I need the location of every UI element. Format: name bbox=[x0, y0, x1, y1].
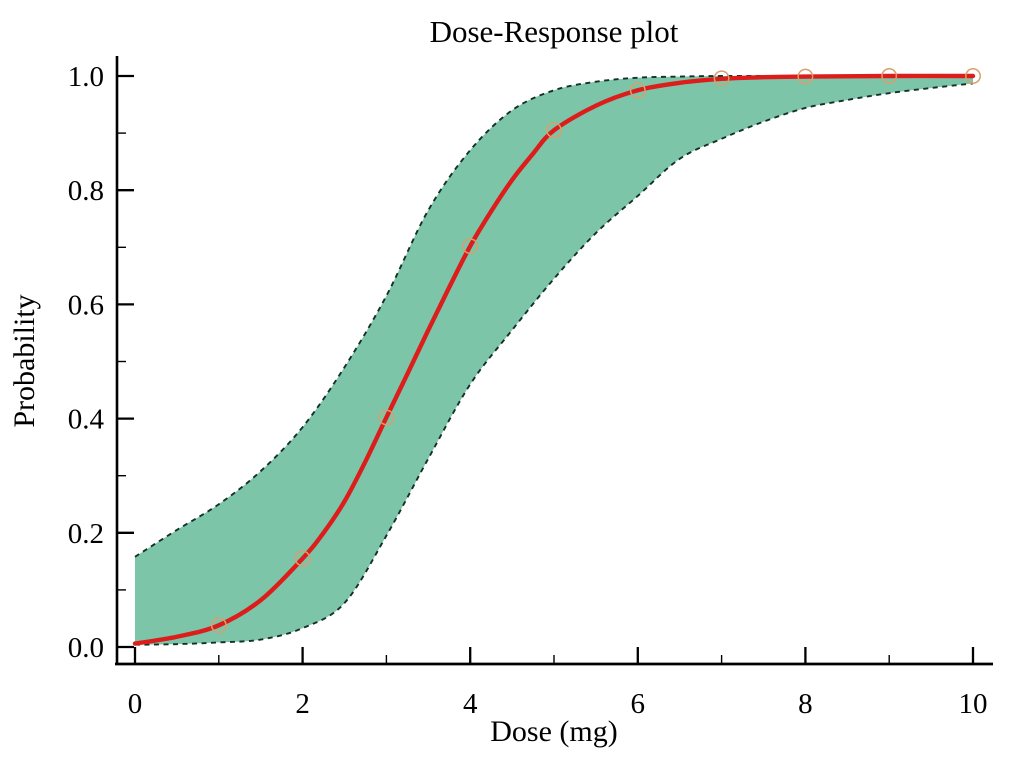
y-tick-label: 1.0 bbox=[68, 61, 104, 93]
y-tick-label: 0.4 bbox=[68, 404, 105, 436]
confidence-band-fill bbox=[135, 75, 973, 645]
data-point-marker bbox=[797, 68, 814, 85]
x-tick-label: 10 bbox=[959, 688, 988, 720]
data-point-marker bbox=[629, 82, 646, 99]
confidence-band-lower-edge bbox=[134, 82, 974, 646]
fitted-curve-group bbox=[132, 73, 976, 646]
x-tick-label: 8 bbox=[798, 688, 813, 720]
data-point-marker bbox=[210, 617, 227, 634]
x-axis-label: Dose (mg) bbox=[490, 715, 617, 748]
x-tick-label: 0 bbox=[128, 688, 143, 720]
y-tick-label: 0.2 bbox=[68, 518, 104, 550]
x-tick-label: 6 bbox=[631, 688, 646, 720]
confidence-band-group bbox=[134, 75, 974, 646]
chart-title: Dose-Response plot bbox=[430, 14, 679, 49]
data-point-marker bbox=[378, 409, 395, 426]
data-point-marker bbox=[713, 70, 730, 87]
data-point-marker-group bbox=[210, 68, 981, 634]
x-tick-label: 4 bbox=[463, 688, 478, 720]
fitted-curve-line bbox=[132, 73, 976, 646]
data-point-marker bbox=[881, 68, 898, 84]
data-point-marker bbox=[294, 550, 311, 567]
tick-label-group: 0.0 0.2 0.4 0.6 0.8 1.0 0 2 4 6 8 10 bbox=[68, 61, 988, 720]
data-point-marker bbox=[546, 122, 562, 139]
x-tick-label: 2 bbox=[295, 688, 310, 720]
y-tick-label: 0.6 bbox=[68, 289, 104, 321]
y-tick-label: 0.8 bbox=[68, 175, 104, 207]
axes-group bbox=[115, 56, 993, 666]
data-point-marker bbox=[462, 238, 479, 255]
y-axis-label: Probability bbox=[8, 294, 41, 427]
data-point-marker bbox=[965, 68, 981, 84]
y-tick-label: 0.0 bbox=[68, 632, 104, 664]
